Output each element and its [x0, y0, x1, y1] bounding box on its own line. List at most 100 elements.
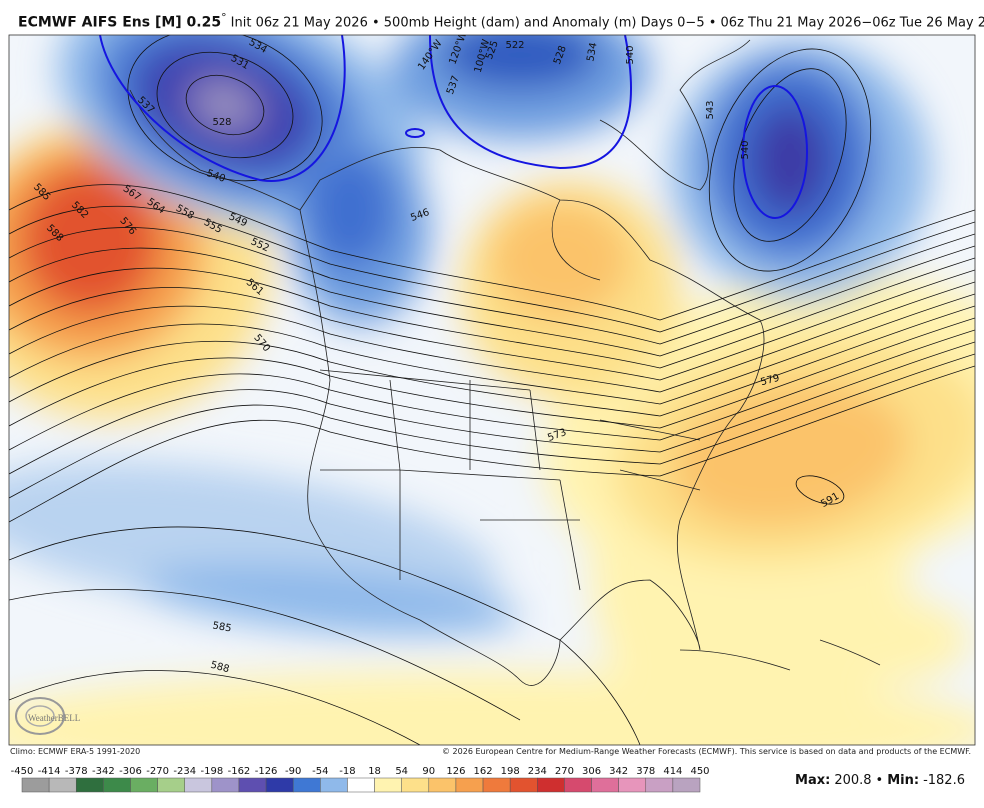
- anomaly-blob: [790, 595, 970, 685]
- header: ECMWF AIFS Ens [M] 0.25° Init 06z 21 May…: [18, 11, 984, 30]
- colorbar-tick-label: 414: [663, 766, 682, 777]
- contour-line: [9, 245, 975, 357]
- colorbar-bin: [21, 777, 50, 793]
- subtitle: Init 06z 21 May 2026 • 500mb Height (dam…: [230, 15, 984, 31]
- colorbar-tick-label: -18: [339, 766, 355, 777]
- colorbar-tick-label: -450: [11, 766, 34, 777]
- anomaly-blob: [305, 150, 395, 270]
- contour-line: [9, 589, 521, 721]
- contour-line: [9, 329, 975, 451]
- colorbar-tick-label: -414: [38, 766, 61, 777]
- colorbar-bin: [401, 777, 430, 793]
- contour-line: [9, 184, 975, 321]
- colorbar-tick-label: -90: [285, 766, 301, 777]
- max-label: Max:: [795, 773, 830, 788]
- contour-label: 522: [505, 40, 524, 51]
- contour-line: [9, 341, 975, 475]
- colorbar-tick-label: -234: [173, 766, 196, 777]
- contour-line: [9, 227, 975, 345]
- colorbar-tick-label: -306: [119, 766, 142, 777]
- colorbar-tick-label: 126: [446, 766, 465, 777]
- colorbar-tick-label: 162: [473, 766, 492, 777]
- colorbar-bin: [157, 777, 185, 793]
- colorbar-bin: [672, 777, 701, 793]
- anomaly-field: [9, 35, 975, 745]
- contour-label: 543: [705, 100, 716, 119]
- title: ECMWF AIFS Ens [M] 0.25: [18, 14, 222, 31]
- colorbar-tick-label: 198: [501, 766, 520, 777]
- colorbar-tick-label: 54: [395, 766, 408, 777]
- contour-line: [9, 305, 975, 417]
- contour-line: [9, 257, 975, 369]
- colorbar-tick-label: 270: [555, 766, 574, 777]
- colorbar-bin: [374, 777, 402, 793]
- colorbar-bin: [455, 777, 484, 793]
- contour-label: 585: [212, 620, 233, 634]
- contour-line: [9, 365, 975, 523]
- colorbar-bin: [509, 777, 538, 793]
- colorbar-bin: [537, 777, 565, 793]
- contour-ring: [708, 48, 872, 272]
- colorbar-bin: [265, 777, 294, 793]
- colorbar-tick-label: 450: [690, 766, 709, 777]
- colorbar-tick-label: -126: [255, 766, 278, 777]
- contour-ring: [156, 51, 294, 159]
- min-label: Min:: [887, 773, 919, 788]
- colorbar-bin: [564, 777, 592, 793]
- colorbar-bin: [184, 777, 213, 793]
- colorbar-bin: [103, 777, 131, 793]
- colorbar-tick-label: 342: [609, 766, 628, 777]
- contour-line: [9, 526, 641, 745]
- colorbar-tick-label: 234: [528, 766, 547, 777]
- colorbar-bin: [211, 777, 240, 793]
- contour-line: [9, 293, 975, 405]
- anomaly-blob: [750, 105, 830, 215]
- map-frame: [8, 34, 976, 746]
- separator: •: [876, 773, 884, 788]
- logo: WeatherBELL: [15, 697, 80, 735]
- climo-note: Climo: ECMWF ERA-5 1991-2020: [10, 747, 140, 756]
- contour-line: [9, 670, 421, 745]
- min-value: -182.6: [923, 773, 965, 788]
- anomaly-blob: [490, 200, 630, 320]
- colorbar-tick-label: 90: [422, 766, 435, 777]
- colorbar-bin: [482, 777, 511, 793]
- colorbar-tick-label: -54: [312, 766, 328, 777]
- colorbar-bin: [238, 777, 267, 793]
- contour-line: [9, 205, 975, 333]
- contour-ring: [185, 74, 265, 136]
- colorbar-bin: [645, 777, 674, 793]
- colorbar-bin: [618, 777, 647, 793]
- colorbar-bin: [75, 777, 104, 793]
- coastlines: [129, 39, 881, 686]
- colorbar-bin: [48, 777, 77, 793]
- colorbar-bin: [428, 777, 457, 793]
- anomaly-blob: [205, 89, 245, 121]
- colorbar-tick-label: 306: [582, 766, 601, 777]
- colorbar: -450 -414 -378 -342 -306 -270 -234 -198 -162 -126…: [11, 766, 710, 793]
- colorbar-tick-label: -270: [146, 766, 169, 777]
- colorbar-tick-label: 378: [636, 766, 655, 777]
- contour-label: 534: [585, 42, 599, 63]
- 540-contour: [99, 35, 808, 219]
- anomaly-blob: [671, 382, 909, 528]
- contour-label: 540: [625, 45, 636, 64]
- colorbar-tick-label: -198: [200, 766, 223, 777]
- max-value: 200.8: [834, 773, 871, 788]
- contour-label: 540: [740, 140, 751, 159]
- contour-label: 588: [209, 660, 230, 676]
- anomaly-blob: [140, 564, 520, 636]
- copyright: © 2026 European Centre for Medium-Range …: [442, 747, 971, 756]
- colorbar-tick-label: -342: [92, 766, 115, 777]
- colorbar-tick-label: 18: [368, 766, 381, 777]
- contour-line: [9, 317, 975, 429]
- stats: Max: 200.8 • Min: -182.6: [795, 773, 965, 788]
- anomaly-blob: [20, 165, 160, 315]
- contour-ring: [795, 475, 845, 505]
- degree: °: [221, 11, 227, 24]
- colorbar-bin: [347, 777, 375, 793]
- contour-ring: [127, 35, 323, 182]
- contour-line: [9, 269, 975, 381]
- height-contours: [9, 35, 975, 745]
- colorbar-bin: [292, 777, 321, 793]
